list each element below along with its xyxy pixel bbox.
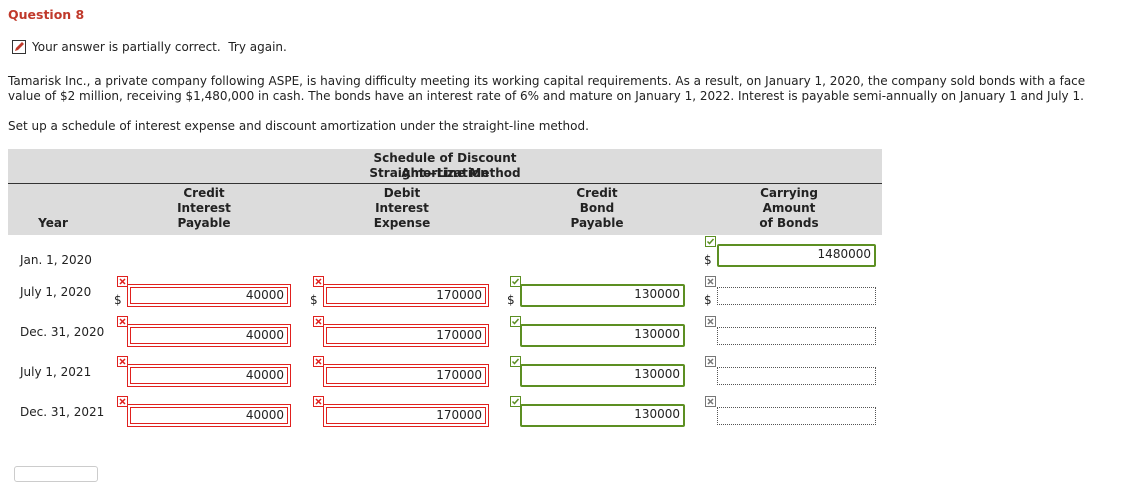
status-icon (705, 396, 716, 407)
table-title: Schedule of Discount Amortization (373, 151, 517, 180)
input-box[interactable]: 1480000 (717, 244, 876, 267)
currency: $ (704, 293, 712, 307)
input-box[interactable]: 40000 (127, 404, 291, 427)
status-icon (117, 276, 128, 287)
input-box[interactable]: 170000 (323, 364, 489, 387)
button[interactable] (14, 466, 98, 482)
status-icon (313, 396, 324, 407)
row-label: Dec. 31, 2020 (20, 325, 105, 339)
input-box[interactable]: 130000 (520, 404, 685, 427)
currency: $ (310, 293, 318, 307)
status-icon (510, 316, 521, 327)
input-box[interactable]: 130000 (520, 324, 685, 347)
status-icon (117, 396, 128, 407)
column-header: Carrying (760, 186, 818, 200)
problem-text: Tamarisk Inc., a private company followi… (8, 74, 1086, 103)
table-header (8, 149, 882, 235)
column-header: Bond (579, 201, 615, 215)
column-header: Expense (373, 216, 431, 230)
column-header: Credit (576, 186, 618, 200)
column-header: Payable (570, 216, 624, 230)
row-label: Dec. 31, 2021 (20, 405, 105, 419)
input-box[interactable]: 170000 (323, 404, 489, 427)
row-label: Jan. 1, 2020 (20, 253, 92, 267)
status-icon (510, 276, 521, 287)
input-box[interactable] (717, 407, 876, 425)
pencil-icon (12, 40, 26, 54)
status-icon (705, 316, 716, 327)
status-icon (313, 316, 324, 327)
status-icon (313, 356, 324, 367)
input-box[interactable]: 40000 (127, 284, 291, 307)
instruction: Set up a schedule of interest expense an… (8, 119, 589, 133)
input-box[interactable] (717, 367, 876, 385)
table-subtitle: Straight—Line Method (369, 166, 521, 180)
question-title: Question 8 (8, 7, 85, 22)
row-label: July 1, 2021 (20, 365, 92, 379)
column-header: Payable (177, 216, 231, 230)
input-box[interactable]: 170000 (323, 324, 489, 347)
column-header: Amount (762, 201, 816, 215)
input-box[interactable]: 130000 (520, 364, 685, 387)
status-message: Your answer is partially correct. Try ag… (32, 40, 287, 54)
status-icon (313, 276, 324, 287)
status-icon (117, 356, 128, 367)
column-header: Interest (177, 201, 231, 215)
status-icon (705, 276, 716, 287)
status-icon (705, 356, 716, 367)
currency: $ (507, 293, 515, 307)
input-box[interactable] (717, 287, 876, 305)
row-label: July 1, 2020 (20, 285, 92, 299)
column-header: Year (38, 216, 68, 230)
header-rule (8, 183, 882, 184)
column-header: of Bonds (759, 216, 819, 230)
input-box[interactable]: 170000 (323, 284, 489, 307)
status-icon (510, 356, 521, 367)
input-box[interactable] (717, 327, 876, 345)
column-header: Credit (183, 186, 225, 200)
column-header: Debit (383, 186, 421, 200)
status-icon (117, 316, 128, 327)
status-icon (510, 396, 521, 407)
currency: $ (704, 253, 712, 267)
input-box[interactable]: 40000 (127, 324, 291, 347)
input-box[interactable]: 130000 (520, 284, 685, 307)
currency: $ (114, 293, 122, 307)
status-icon (705, 236, 716, 247)
column-header: Interest (375, 201, 429, 215)
input-box[interactable]: 40000 (127, 364, 291, 387)
